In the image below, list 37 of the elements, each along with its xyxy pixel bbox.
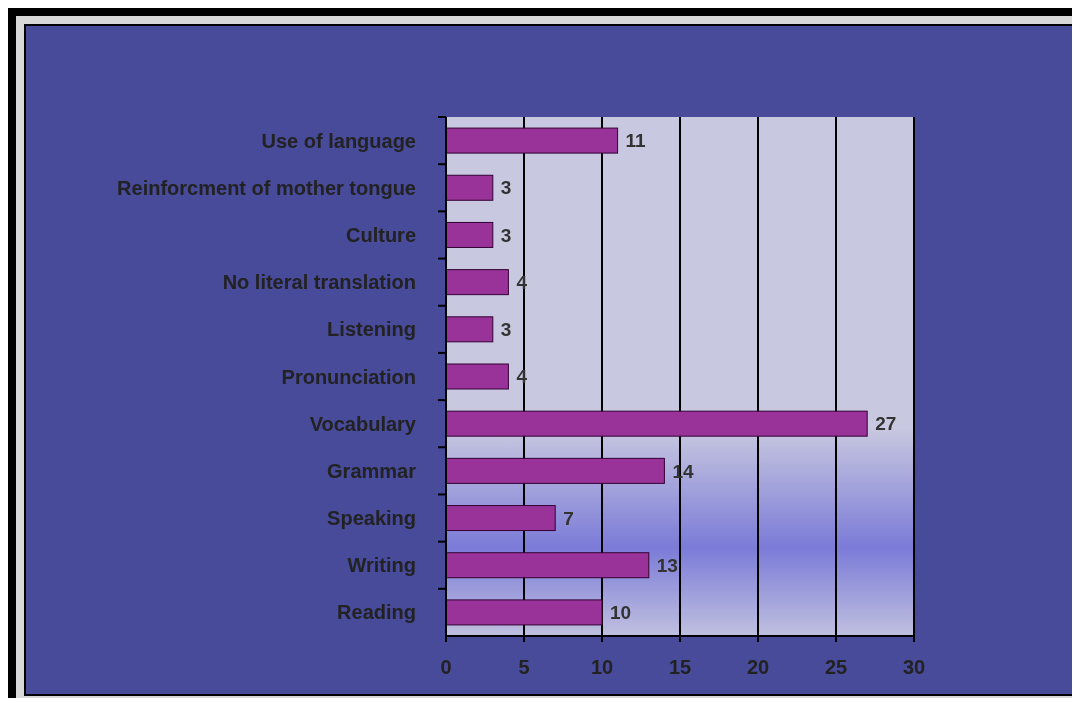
x-tick-label: 0	[440, 656, 452, 678]
y-tick-label: Use of language	[261, 129, 416, 152]
y-tick-label: Reinforcment of mother tongue	[117, 176, 416, 199]
x-tick-label: 15	[668, 656, 692, 678]
x-tick-label: 20	[746, 656, 770, 678]
data-label: 3	[500, 224, 512, 246]
bar	[445, 552, 650, 579]
data-label: 10	[610, 602, 632, 624]
bar	[445, 127, 619, 154]
y-tick-label: Reading	[337, 601, 416, 624]
data-label: 13	[656, 554, 678, 576]
bar	[445, 221, 494, 248]
bar	[445, 363, 509, 390]
y-tick-label: Writing	[347, 554, 416, 577]
x-tick-label: 5	[518, 656, 530, 678]
bar	[445, 457, 665, 484]
bar	[445, 174, 494, 201]
x-tick-label: 30	[902, 656, 926, 678]
bar	[445, 316, 494, 343]
data-label: 11	[625, 130, 647, 152]
y-tick-label: Culture	[346, 223, 416, 246]
bar	[445, 269, 509, 296]
y-tick-label: Vocabulary	[309, 412, 417, 435]
data-label: 7	[563, 507, 574, 529]
bar	[445, 505, 556, 532]
data-label: 27	[875, 413, 897, 435]
x-tick-label: 10	[590, 656, 614, 678]
y-tick-label: No literal translation	[222, 271, 416, 294]
bar	[445, 599, 603, 626]
data-label: 3	[500, 177, 512, 199]
bar	[445, 410, 868, 437]
data-label: 3	[500, 318, 512, 340]
y-tick-label: Listening	[327, 318, 416, 341]
y-tick-label: Pronunciation	[281, 365, 416, 388]
y-tick-label: Grammar	[327, 459, 417, 482]
y-tick-label: Speaking	[327, 507, 416, 530]
x-tick-label: 25	[824, 656, 848, 678]
